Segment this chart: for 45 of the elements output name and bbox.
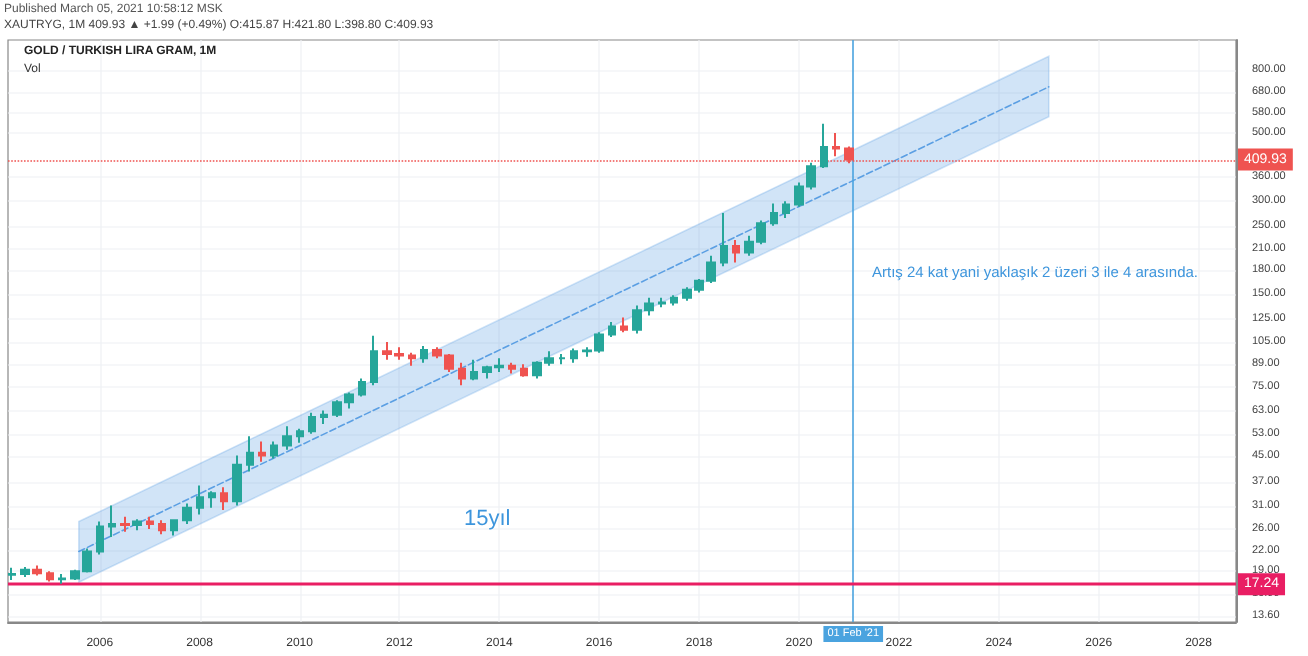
candlestick: [146, 515, 154, 531]
candlestick: [170, 518, 178, 537]
candlestick: [208, 490, 216, 509]
candlestick: [120, 515, 130, 533]
candlestick: [782, 200, 790, 219]
candlestick: [232, 454, 242, 507]
candlestick: [408, 351, 416, 367]
candlestick: [8, 566, 16, 581]
annotation: 15yıl: [464, 507, 511, 531]
candlestick: [108, 504, 116, 539]
candlestick: [182, 502, 192, 526]
candlestick: [770, 202, 778, 227]
candlestick: [820, 122, 828, 169]
candlestick: [520, 363, 528, 378]
candlestick: [370, 334, 378, 387]
candlestick: [220, 486, 228, 511]
candlestick: [132, 518, 142, 532]
candlestick: [720, 212, 728, 268]
candlestick: [258, 440, 266, 463]
candlestick: [832, 131, 840, 158]
candlestick: [470, 358, 478, 382]
candlestick: [558, 353, 566, 366]
candlestick: [296, 427, 304, 444]
candlestick: [358, 377, 366, 398]
candlestick: [658, 296, 666, 309]
candlestick: [282, 425, 292, 451]
candlestick: [620, 316, 628, 334]
candlestick: [58, 572, 66, 585]
candlestick: [320, 409, 328, 425]
candlestick: [608, 320, 616, 339]
candlestick: [458, 361, 466, 387]
candlestick: [570, 347, 578, 364]
candlestick: [508, 361, 516, 375]
candlestick: [270, 440, 278, 460]
candlestick: [32, 564, 42, 577]
candlestick: [732, 238, 740, 264]
candlestick: [670, 294, 678, 307]
candlestick: [420, 344, 428, 364]
candlestick: [158, 519, 166, 536]
candlestick: [46, 570, 54, 583]
candlestick: [246, 435, 254, 473]
candlestick: [308, 411, 316, 435]
candlestick: [20, 565, 30, 578]
candlestick: [196, 484, 204, 516]
candlestick: [96, 520, 104, 556]
